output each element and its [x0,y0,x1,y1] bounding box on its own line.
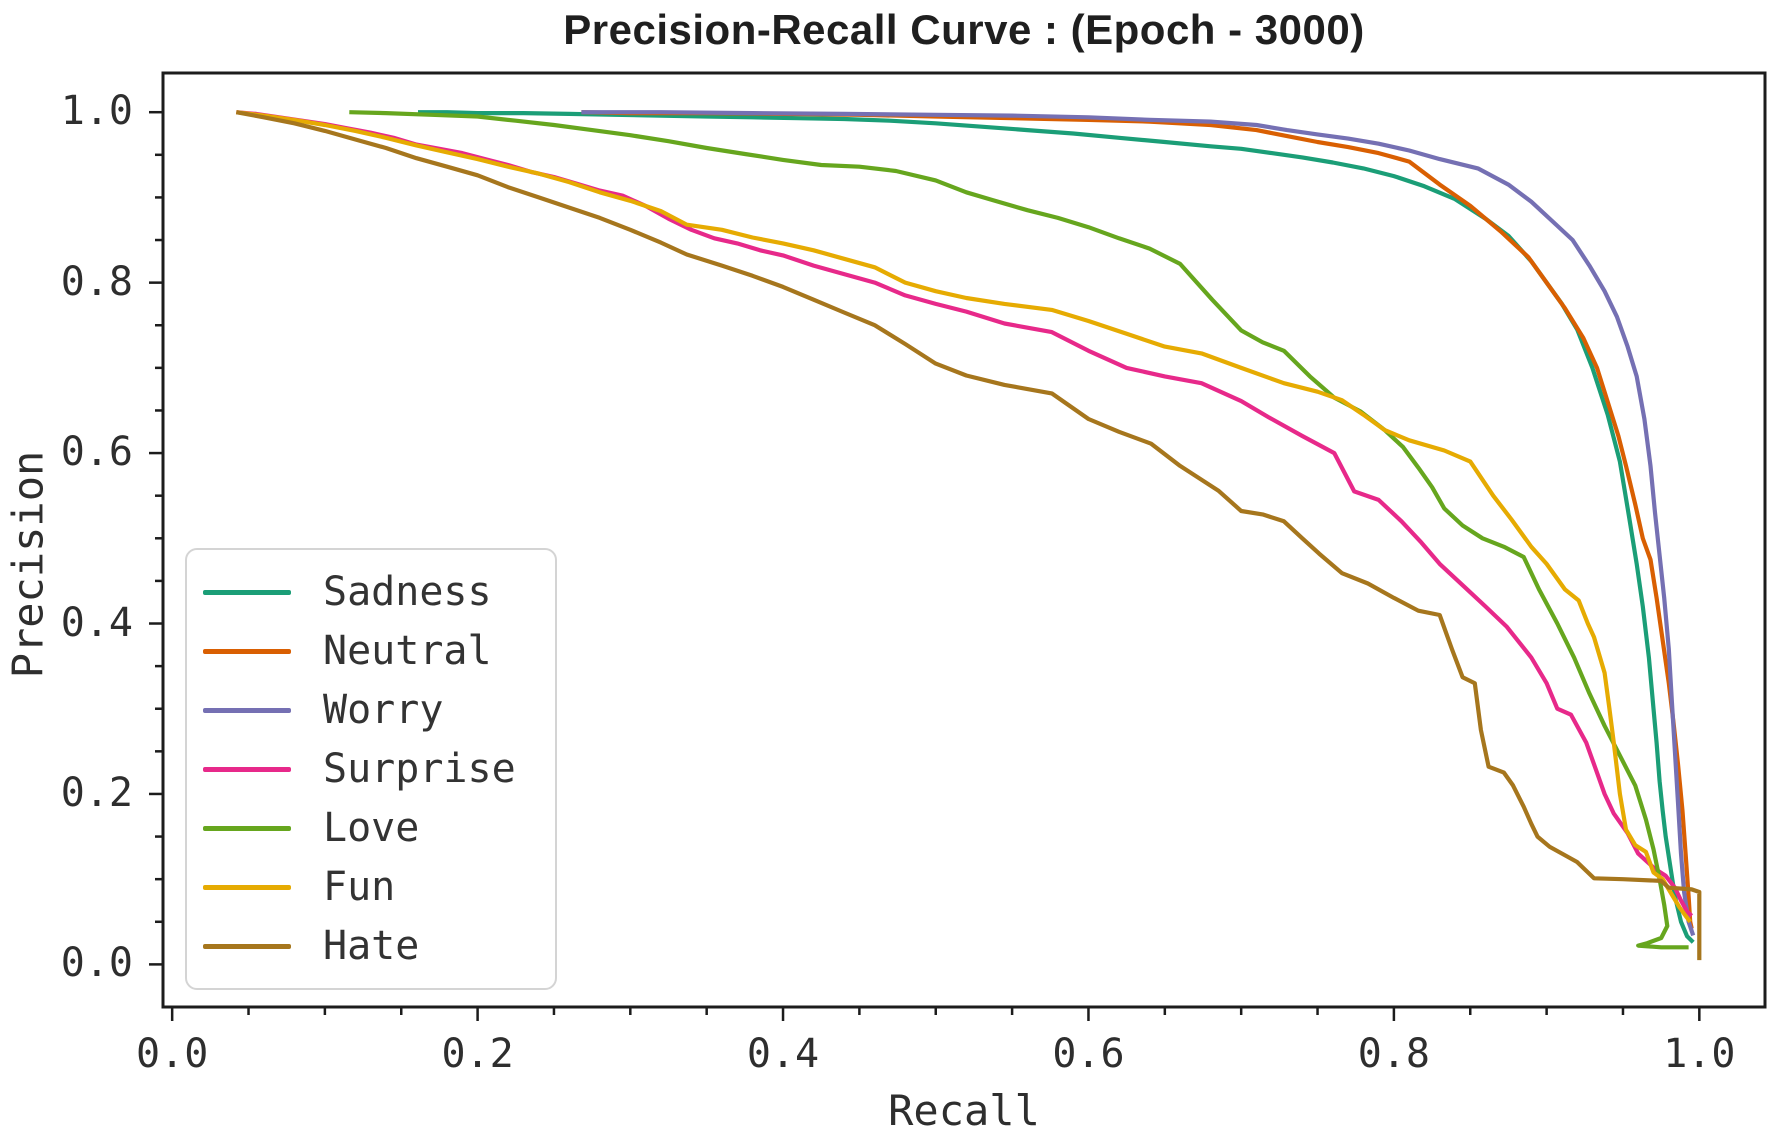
legend-label: Love [323,805,420,851]
legend-label: Hate [323,923,420,969]
legend-label: Fun [323,864,396,910]
legend-label: Sadness [323,569,492,615]
legend-label: Surprise [323,746,516,792]
legend-item-love: Love [187,799,555,858]
curve-fun [236,110,1692,924]
legend-line-swatch [203,943,291,949]
x-tick-label: 1.0 [1663,1031,1736,1077]
y-tick-label: 1.0 [60,88,133,135]
y-tick-label: 0.4 [60,599,133,646]
legend-item-fun: Fun [187,858,555,917]
legend-item-worry: Worry [187,681,555,740]
legend-line-swatch [203,825,291,831]
y-tick-label: 0.2 [60,770,133,817]
y-tick-label: 0.6 [60,429,133,476]
legend-item-hate: Hate [187,917,555,976]
curve-sadness [418,110,1695,944]
curve-love [349,110,1689,950]
x-tick-label: 0.4 [746,1031,820,1077]
x-axis-label: Recall [888,1086,1040,1135]
legend-label: Neutral [323,628,492,674]
legend-line-swatch [203,589,291,595]
legend-line-swatch [203,648,291,654]
chart-title: Precision-Recall Curve : (Epoch - 3000) [563,6,1365,53]
legend-item-neutral: Neutral [187,622,555,681]
y-tick-label: 0.0 [60,940,133,987]
x-tick-label: 0.6 [1052,1031,1125,1077]
legend-line-swatch [203,766,291,772]
y-tick-label: 0.8 [60,258,133,305]
x-tick-label: 0.0 [136,1031,209,1077]
legend-line-swatch [203,707,291,713]
legend-line-swatch [203,884,291,890]
x-tick-label: 0.2 [441,1031,514,1077]
y-axis-label: Precision [3,450,53,679]
legend-item-sadness: Sadness [187,563,555,622]
legend-item-surprise: Surprise [187,740,555,799]
legend-label: Worry [323,687,444,733]
curve-worry [581,110,1696,937]
legend-box: Sadness Neutral Worry Surprise Love Fun Hate [185,548,557,990]
curve-hate [235,110,1702,961]
x-tick-label: 0.8 [1357,1031,1431,1077]
